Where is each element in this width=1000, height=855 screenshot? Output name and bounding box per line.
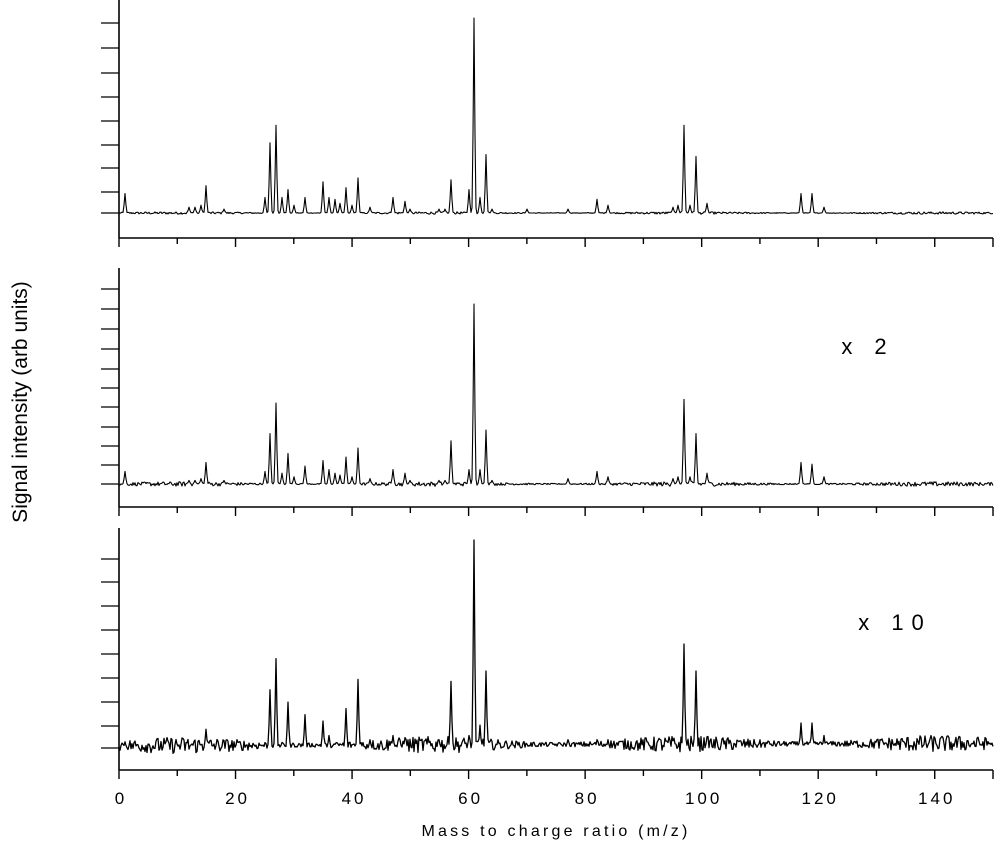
panel-1	[101, 0, 993, 247]
y-axis-label: Signal intensity (arb units)	[9, 281, 32, 523]
x-tick-label: 0	[115, 789, 127, 808]
panel-3: x 10	[101, 528, 993, 779]
multiplier-label: x 2	[841, 334, 894, 359]
x-tick-label: 100	[685, 789, 722, 808]
spectrum-line	[119, 18, 993, 214]
x-tick-label: 120	[802, 789, 839, 808]
spectrum-line	[119, 304, 993, 486]
panel-2: x 2	[101, 268, 993, 516]
multiplier-label: x 10	[858, 610, 932, 635]
x-tick-labels: 0 20 40 60 80 100 120 140	[115, 789, 956, 808]
x-tick-label: 20	[225, 789, 250, 808]
spectrum-line	[119, 540, 993, 753]
x-tick-label: 80	[575, 789, 600, 808]
panels-group: x 2 x 10	[101, 0, 993, 779]
x-tick-label: 40	[342, 789, 367, 808]
x-tick-label: 60	[458, 789, 483, 808]
x-tick-label: 140	[918, 789, 955, 808]
x-axis-label: Mass to charge ratio (m/z)	[421, 823, 690, 840]
